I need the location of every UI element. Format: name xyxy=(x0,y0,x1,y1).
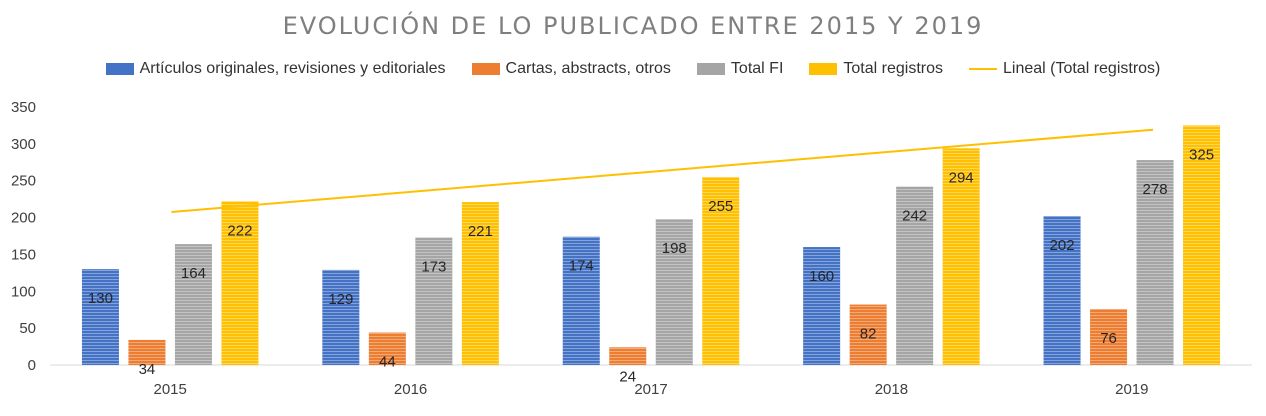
legend-swatch-articulos xyxy=(105,63,134,75)
data-label-cartas: 24 xyxy=(619,368,636,385)
bar-texture-articulos xyxy=(1043,216,1081,365)
bar-texture-total-registros xyxy=(702,177,740,365)
data-label-total-registros: 221 xyxy=(468,223,493,240)
y-tick-label: 100 xyxy=(11,283,36,300)
bar-texture-total-fi xyxy=(174,244,212,365)
legend-item-cartas: Cartas, abstracts, otros xyxy=(471,60,671,78)
legend-item-total-registros: Total registros xyxy=(809,60,943,78)
y-tick-label: 200 xyxy=(11,210,36,227)
data-label-articulos: 160 xyxy=(809,268,834,285)
y-tick-label: 350 xyxy=(11,99,36,116)
legend-label-trendline: Lineal (Total registros) xyxy=(1002,60,1161,77)
x-tick-label: 2015 xyxy=(154,381,187,398)
data-label-total-fi: 242 xyxy=(902,208,927,225)
bar-texture-total-registros xyxy=(1183,125,1221,365)
legend-label-cartas: Cartas, abstracts, otros xyxy=(505,60,671,77)
bar-texture-total-registros xyxy=(221,201,259,365)
bar-texture-total-registros xyxy=(461,202,499,365)
legend-item-articulos: Artículos originales, revisiones y edito… xyxy=(105,60,446,78)
bar-texture-total-fi xyxy=(415,237,453,365)
data-label-total-registros: 222 xyxy=(227,222,252,239)
data-label-articulos: 130 xyxy=(88,290,113,307)
legend-label-total-fi: Total FI xyxy=(730,60,784,77)
x-tick-label: 2018 xyxy=(875,381,908,398)
plot-area: 0 50 100 150 200 250 300 350 130 34 164 222 2015 129 4… xyxy=(11,99,1252,398)
legend-label-articulos: Artículos originales, revisiones y edito… xyxy=(139,60,446,77)
bar-texture-total-registros xyxy=(942,148,980,365)
y-tick-label: 300 xyxy=(11,136,36,153)
data-label-articulos: 174 xyxy=(569,258,594,275)
trendline xyxy=(171,128,1154,213)
legend-label-total-registros: Total registros xyxy=(843,60,943,77)
data-label-total-fi: 198 xyxy=(662,240,687,257)
legend: Artículos originales, revisiones y edito… xyxy=(0,60,1266,78)
bar-texture-total-fi xyxy=(655,219,693,365)
legend-swatch-total-fi xyxy=(696,63,725,75)
data-label-cartas: 82 xyxy=(860,326,877,343)
data-label-total-registros: 294 xyxy=(949,169,974,186)
x-tick-label: 2017 xyxy=(634,381,667,398)
bar-texture-cartas xyxy=(368,332,406,365)
bar-texture-articulos xyxy=(322,269,360,365)
legend-item-trendline: Lineal (Total registros) xyxy=(968,60,1161,78)
data-label-cartas: 76 xyxy=(1100,330,1117,347)
chart-title: EVOLUCIÓN DE LO PUBLICADO ENTRE 2015 Y 2… xyxy=(282,12,984,40)
bar-texture-cartas xyxy=(609,347,647,365)
data-label-total-registros: 325 xyxy=(1189,146,1214,163)
x-tick-label: 2019 xyxy=(1115,381,1148,398)
legend-swatch-trendline xyxy=(968,68,997,70)
data-label-articulos: 202 xyxy=(1050,237,1075,254)
bar-texture-articulos xyxy=(803,247,841,365)
data-label-total-fi: 278 xyxy=(1143,181,1168,198)
data-label-total-registros: 255 xyxy=(708,198,733,215)
x-tick-label: 2016 xyxy=(394,381,427,398)
legend-item-total-fi: Total FI xyxy=(696,60,784,78)
data-label-total-fi: 164 xyxy=(181,265,206,282)
legend-swatch-cartas xyxy=(471,63,500,75)
data-label-cartas: 44 xyxy=(379,354,396,371)
bar-texture-articulos xyxy=(562,236,600,365)
y-tick-label: 50 xyxy=(19,320,36,337)
data-label-total-fi: 173 xyxy=(421,258,446,275)
legend-swatch-total-registros xyxy=(809,63,838,75)
y-tick-label: 0 xyxy=(28,357,36,374)
bar-texture-total-fi xyxy=(896,186,934,365)
y-tick-label: 250 xyxy=(11,173,36,190)
bar-texture-total-fi xyxy=(1136,160,1174,365)
bar-texture-cartas xyxy=(849,304,887,365)
data-label-cartas: 34 xyxy=(139,361,156,378)
bar-texture-cartas xyxy=(1090,308,1128,365)
bar-texture-cartas xyxy=(128,339,166,365)
data-label-articulos: 129 xyxy=(328,291,353,308)
y-tick-label: 150 xyxy=(11,246,36,263)
bar-texture-articulos xyxy=(81,269,119,365)
